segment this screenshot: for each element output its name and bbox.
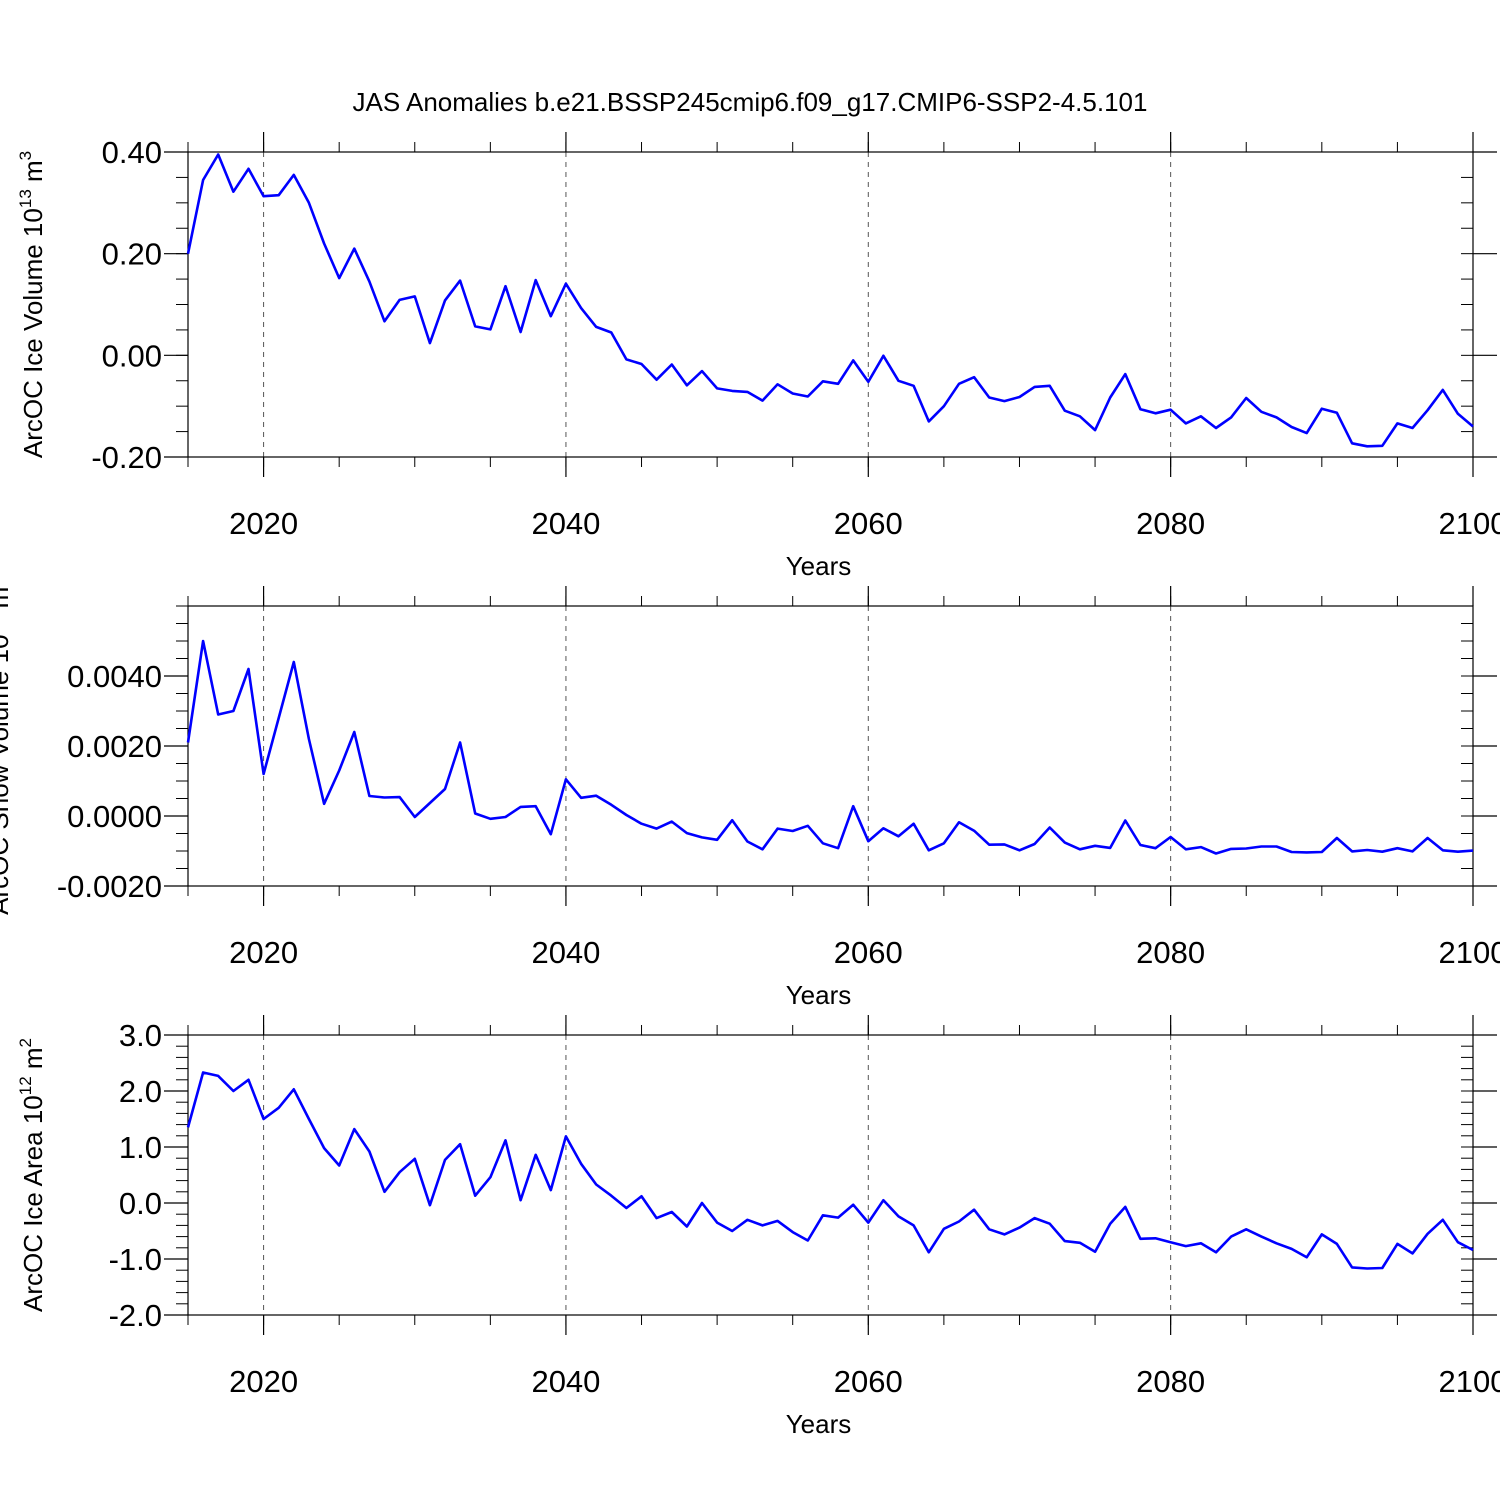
- y-axis-label: ArcOC Ice Volume 1013 m3: [16, 151, 48, 458]
- y-axis-label: ArcOC Snow Volume 1013 m3: [0, 577, 14, 915]
- x-axis-label: Years: [786, 1409, 852, 1439]
- y-axis-label-part: m: [18, 1047, 48, 1076]
- y-axis-label-exponent: 13: [0, 616, 1, 635]
- chart-panel-3: 2020 2040 2060 2080 2100 -2.0 -1.0 0.0 1.0 2.0 3.0…: [16, 1015, 1500, 1439]
- x-tick-label: 2020: [229, 935, 298, 970]
- y-tick-label: 0.0040: [67, 659, 162, 694]
- y-tick-label: -0.20: [91, 440, 162, 475]
- x-axis-label: Years: [786, 980, 852, 1010]
- series-line: [186, 153, 1474, 448]
- y-tick-label: 0.0: [119, 1186, 162, 1221]
- y-tick-label: 0.00: [102, 338, 162, 373]
- x-tick-label: 2100: [1439, 935, 1500, 970]
- y-tick-label: 2.0: [119, 1074, 162, 1109]
- x-tick-label: 2060: [834, 935, 903, 970]
- figure-title: JAS Anomalies b.e21.BSSP245cmip6.f09_g17…: [353, 87, 1148, 117]
- x-tick-label: 2060: [834, 1364, 903, 1399]
- y-axis-label-part: ArcOC Ice Volume 10: [18, 208, 48, 458]
- x-tick-label: 2080: [1136, 935, 1205, 970]
- y-axis-label-exponent: 2: [16, 1038, 35, 1047]
- x-tick-label: 2040: [531, 1364, 600, 1399]
- y-tick-label: -2.0: [109, 1298, 162, 1333]
- x-axis-label: Years: [786, 551, 852, 581]
- y-axis-label-part: ArcOC Ice Area 10: [18, 1095, 48, 1312]
- y-axis-label-part: m: [18, 160, 48, 189]
- chart-panel-1: 2020 2040 2060 2080 2100 -0.20 0.00 0.20 0.40 Yea…: [16, 132, 1500, 581]
- plot-frame: [187, 1034, 1474, 1316]
- y-axis-label-exponent: 3: [16, 151, 35, 160]
- x-tick-label: 2040: [531, 935, 600, 970]
- y-axis-label: ArcOC Ice Area 1012 m2: [16, 1038, 48, 1312]
- chart-panel-2: 2020 2040 2060 2080 2100 -0.0020 0.0000 0.0020 0…: [0, 577, 1500, 1010]
- y-axis-label-exponent: 12: [16, 1076, 35, 1095]
- y-tick-label: -0.0020: [57, 869, 162, 904]
- x-tick-label: 2040: [531, 506, 600, 541]
- x-tick-label: 2080: [1136, 506, 1205, 541]
- y-axis-label-exponent: 13: [16, 189, 35, 208]
- y-tick-label: 0.0020: [67, 729, 162, 764]
- panels: 2020 2040 2060 2080 2100 -0.20 0.00 0.20 0.40 Yea…: [0, 132, 1500, 1439]
- y-tick-label: 3.0: [119, 1018, 162, 1053]
- y-axis-label-part: ArcOC Snow Volume 10: [0, 634, 14, 914]
- series-line: [186, 1071, 1474, 1270]
- y-tick-label: 0.40: [102, 135, 162, 170]
- y-tick-label: 0.20: [102, 237, 162, 272]
- x-tick-label: 2020: [229, 506, 298, 541]
- y-tick-label: 1.0: [119, 1130, 162, 1165]
- y-tick-label: 0.0000: [67, 799, 162, 834]
- x-tick-label: 2100: [1439, 1364, 1500, 1399]
- x-tick-label: 2100: [1439, 506, 1500, 541]
- y-tick-label: -1.0: [109, 1242, 162, 1277]
- series-line: [186, 639, 1474, 855]
- x-tick-label: 2020: [229, 1364, 298, 1399]
- y-axis-label-exponent: 3: [0, 577, 1, 586]
- x-tick-label: 2060: [834, 506, 903, 541]
- x-tick-label: 2080: [1136, 1364, 1205, 1399]
- y-axis-label-part: m: [0, 587, 14, 616]
